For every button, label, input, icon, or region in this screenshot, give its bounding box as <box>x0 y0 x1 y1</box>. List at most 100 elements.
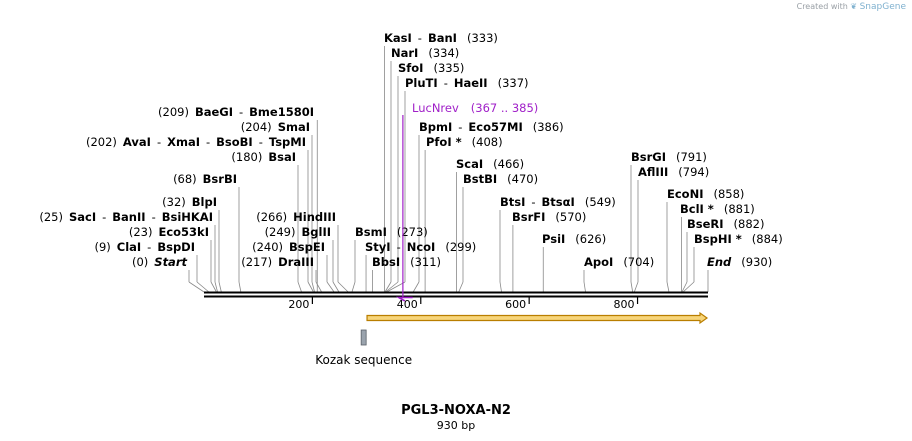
site-enzyme-name: Bme1580I <box>249 105 314 119</box>
site-enzyme-name: Eco53kI <box>158 225 209 239</box>
plasmid-name: PGL3-NOXA-N2 <box>401 403 511 418</box>
site-label-draiii[interactable]: (217) DraIII <box>241 255 314 269</box>
site-leader-draiii <box>315 270 322 293</box>
site-label-styi[interactable]: StyI - NcoI (299) <box>365 240 476 254</box>
site-enzyme-name: BspHI * <box>694 232 742 246</box>
site-label-baegi[interactable]: (209) BaeGI - Bme1580I <box>158 105 314 119</box>
axis-tick-label: 800 <box>614 298 635 311</box>
site-label-nari[interactable]: NarI (334) <box>391 46 459 60</box>
site-position: (209) <box>158 105 189 119</box>
site-leader-sfoi <box>385 76 399 293</box>
site-position: (68) <box>173 172 197 186</box>
site-label-bsai[interactable]: (180) BsaI <box>231 150 296 164</box>
site-position: (202) <box>86 135 117 149</box>
leader-line <box>681 281 688 293</box>
leader-line <box>238 281 242 293</box>
site-position: (266) <box>256 210 287 224</box>
site-label-psii[interactable]: PsiI (626) <box>542 232 606 246</box>
primer-arrow <box>395 296 413 302</box>
feature-box-kozak[interactable] <box>360 329 367 346</box>
primer-label[interactable]: LucNrev (367 .. 385) <box>412 101 538 115</box>
site-separator: - <box>531 195 535 209</box>
site-label-bsrfi[interactable]: BsrFI (570) <box>512 210 586 224</box>
leader-line <box>218 281 222 293</box>
primer-range: (367 .. 385) <box>471 101 539 115</box>
site-label-clai[interactable]: (9) ClaI - BspDI <box>94 240 195 254</box>
site-label-smai[interactable]: (204) SmaI <box>241 120 310 134</box>
site-enzyme-name: BaeGI <box>195 105 233 119</box>
site-label-bsmi[interactable]: BsmI (273) <box>355 225 428 239</box>
site-label-afliii[interactable]: AflIII (794) <box>638 165 709 179</box>
site-position: (299) <box>445 240 476 254</box>
site-enzyme-name: StyI <box>365 240 391 254</box>
site-label-sfoi[interactable]: SfoI (335) <box>398 61 464 75</box>
site-leader-hindiii <box>337 225 349 293</box>
site-label-bbsi[interactable]: BbsI (311) <box>372 255 441 269</box>
site-leader-afliii <box>633 180 639 293</box>
site-leader-bspei <box>326 255 335 293</box>
site-label-kasi[interactable]: KasI - BanI (333) <box>384 31 498 45</box>
site-label-start[interactable]: (0) Start <box>132 255 188 269</box>
site-enzyme-name: HindIII <box>293 210 336 224</box>
site-leader-eco53ki <box>210 240 217 293</box>
credit-brand: SnapGene <box>859 2 906 12</box>
leader-line <box>297 281 302 293</box>
site-label-pfoi[interactable]: PfoI * (408) <box>426 135 503 149</box>
site-position: (0) <box>132 255 148 269</box>
axis-ticks: 200 400 600 800 <box>288 297 639 311</box>
site-position: (466) <box>493 157 524 171</box>
site-label-btsi[interactable]: BtsI - BtsαI (549) <box>500 195 616 209</box>
site-enzyme-name: BbsI <box>372 255 400 269</box>
site-label-apoi[interactable]: ApoI (704) <box>584 255 654 269</box>
site-label-bspei[interactable]: (240) BspEI <box>252 240 325 254</box>
primer-lucnrev[interactable]: LucNrev (367 .. 385) <box>395 101 538 302</box>
leader-line <box>214 281 218 293</box>
site-label-bstbi[interactable]: BstBI (470) <box>463 172 538 186</box>
site-leader-apoi <box>583 270 586 293</box>
site-label-avai[interactable]: (202) AvaI - XmaI - BsoBI - TspMI <box>86 135 306 149</box>
site-label-bsrbi[interactable]: (68) BsrBI <box>173 172 237 186</box>
orf-arrow-shape[interactable] <box>366 311 709 325</box>
site-label-bcli[interactable]: BclI * (881) <box>680 202 755 216</box>
leader-line <box>458 281 464 293</box>
site-label-eco53ki[interactable]: (23) Eco53kI <box>129 225 209 239</box>
site-leader-bsai <box>297 165 302 293</box>
leader-line <box>332 281 340 293</box>
site-label-bseri[interactable]: BseRI (882) <box>687 217 764 231</box>
leader-line <box>315 281 322 293</box>
site-separator: - <box>239 105 243 119</box>
leader-line <box>307 281 314 293</box>
site-position: (273) <box>397 225 428 239</box>
site-enzyme-name: PfoI * <box>426 135 462 149</box>
credit-prefix: Created with <box>796 2 848 11</box>
site-label-blpi[interactable]: (32) BlpI <box>162 195 217 209</box>
site-leader-smai <box>311 135 315 293</box>
site-position: (626) <box>575 232 606 246</box>
site-label-bglii[interactable]: (249) BglII <box>265 225 331 239</box>
leader-line <box>196 281 210 293</box>
site-label-scai[interactable]: ScaI (466) <box>456 157 524 171</box>
site-leader-btsi <box>499 210 502 293</box>
site-position: (858) <box>713 187 744 201</box>
site-enzyme-name: BclI * <box>680 202 714 216</box>
site-enzyme-name: XmaI <box>167 135 200 149</box>
site-label-bsphi[interactable]: BspHI * (884) <box>694 232 783 246</box>
axis-tick-label: 200 <box>288 298 309 311</box>
site-leaders <box>188 46 709 293</box>
site-enzyme-name: BsiHKAI <box>162 210 213 224</box>
site-leader-pluti <box>386 91 406 293</box>
site-leader-bseri <box>681 232 688 293</box>
site-label-hindiii[interactable]: (266) HindIII <box>256 210 336 224</box>
site-position: (333) <box>467 31 498 45</box>
site-label-bpmi[interactable]: BpmI - Eco57MI (386) <box>419 120 564 134</box>
site-label-end[interactable]: End (930) <box>707 255 772 269</box>
site-separator: - <box>147 240 151 254</box>
site-enzyme-name: BtsI <box>500 195 525 209</box>
site-label-pluti[interactable]: PluTI - HaeII (337) <box>405 76 529 90</box>
site-label-bsrgi[interactable]: BsrGI (791) <box>631 150 707 164</box>
site-label-saci[interactable]: (25) SacI - BanII - BsiHKAI <box>39 210 213 224</box>
leader-line <box>337 281 349 293</box>
site-enzyme-name: TspMI <box>269 135 306 149</box>
orf-arrow[interactable] <box>366 311 709 325</box>
site-label-econi[interactable]: EcoNI (858) <box>667 187 744 201</box>
